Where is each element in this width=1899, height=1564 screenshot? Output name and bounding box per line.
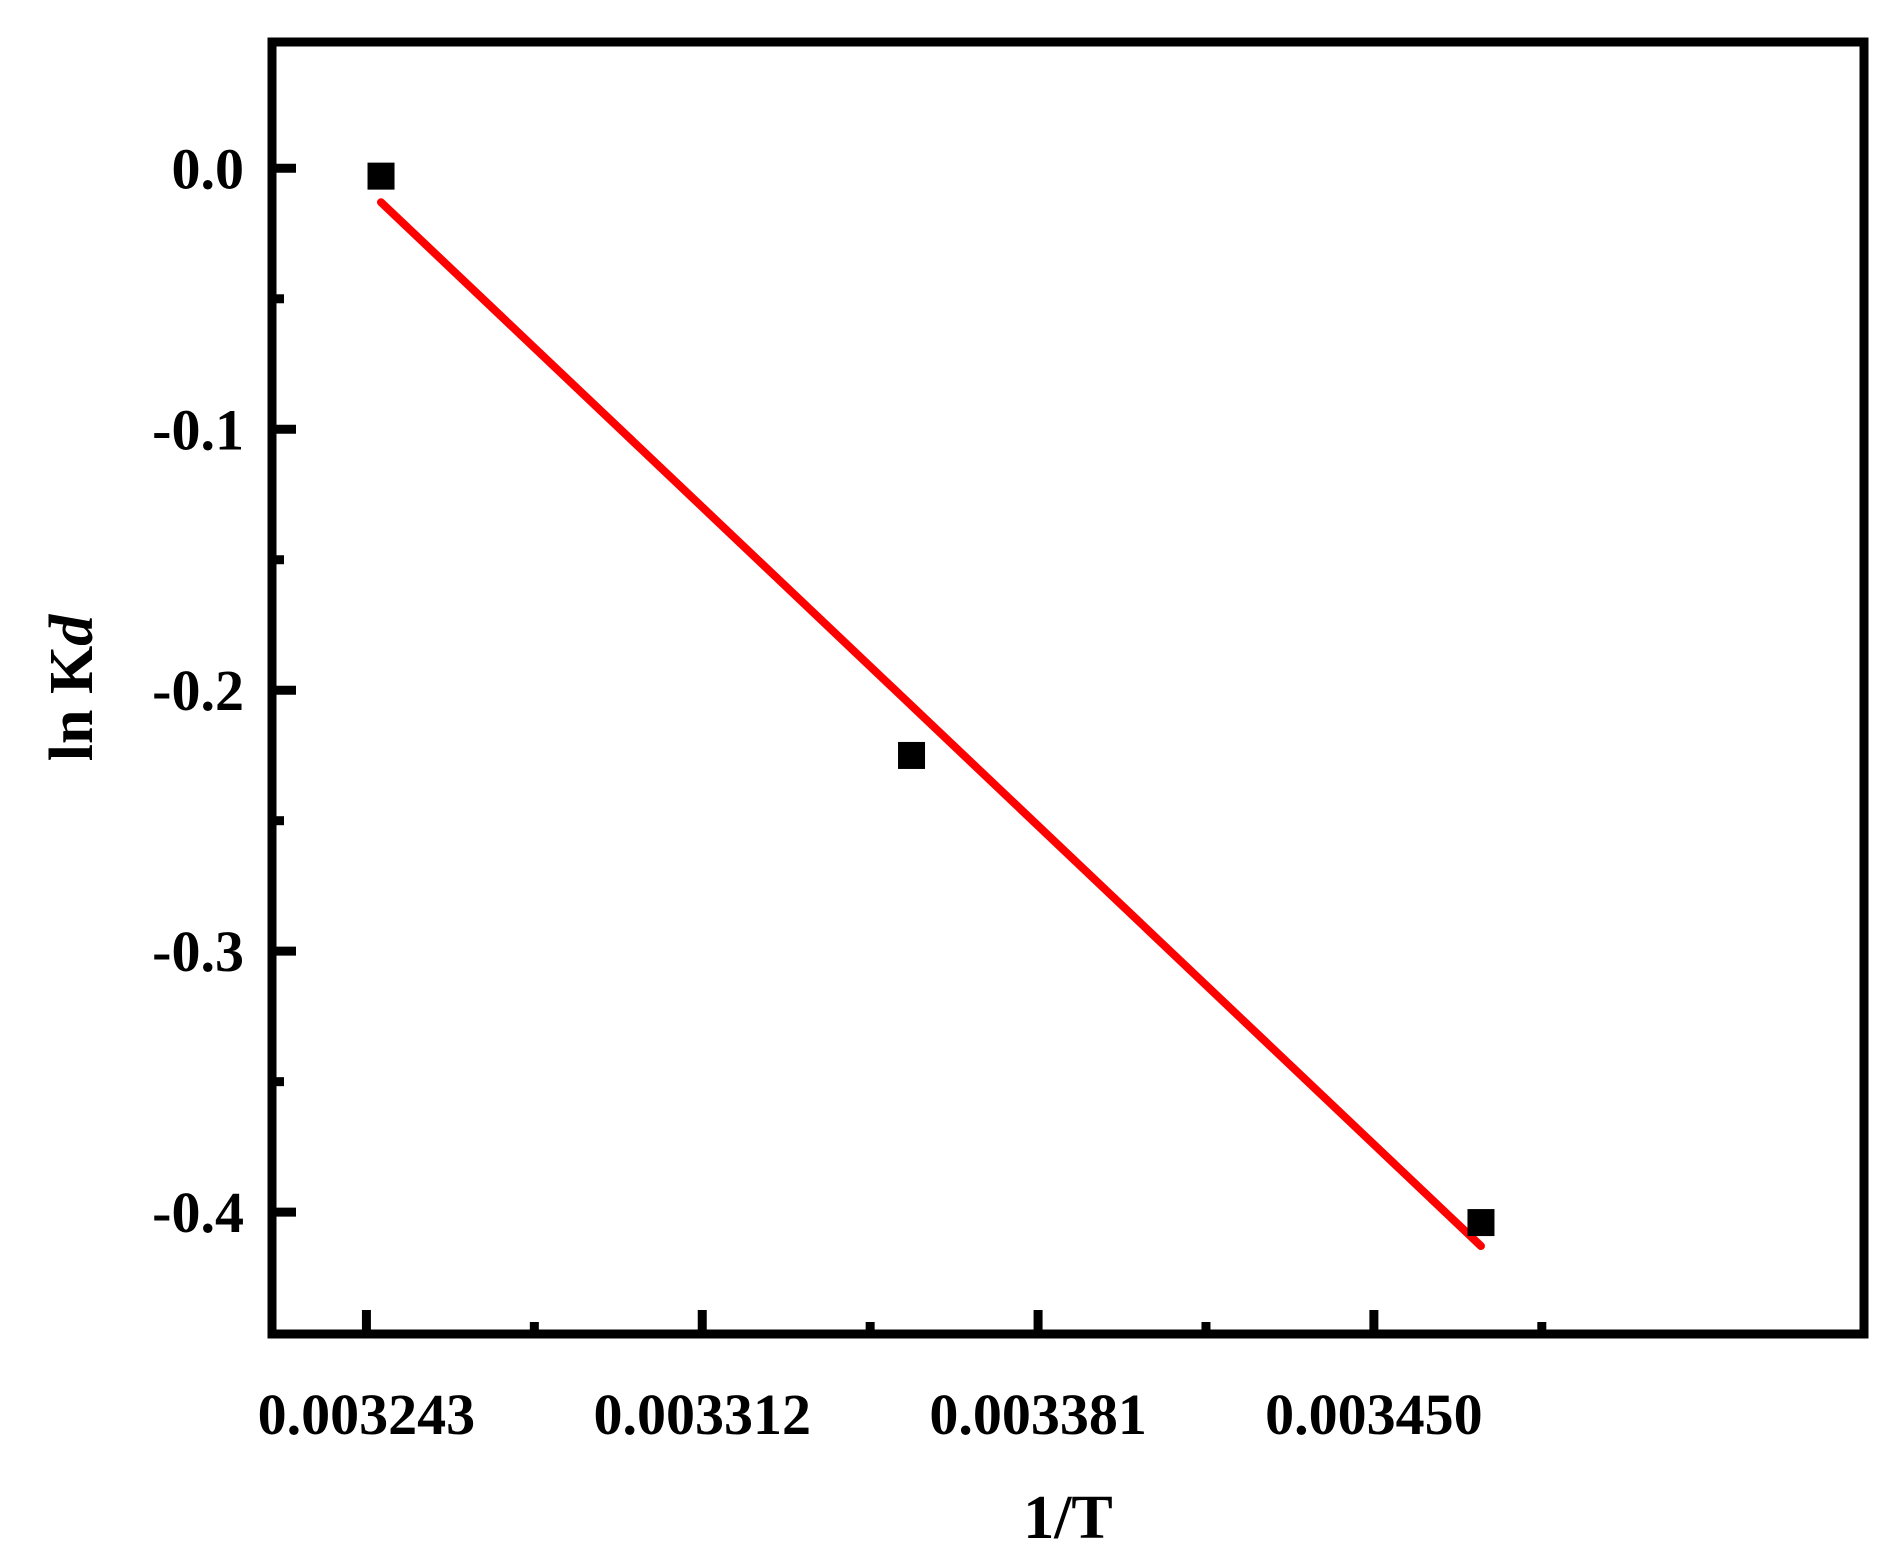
fit-line — [377, 198, 1485, 1251]
data-points-layer — [367, 162, 1495, 1237]
y-axis-title: ln Kd — [38, 614, 106, 761]
x-axis-title: 1/T — [1023, 1484, 1113, 1552]
y-tick-label: -0.2 — [152, 658, 244, 723]
y-axis-title-main: ln K — [38, 646, 106, 761]
data-point — [367, 162, 395, 190]
fit-line-layer — [377, 198, 1485, 1251]
x-tick-label: 0.003450 — [1265, 1382, 1483, 1447]
data-point — [1467, 1209, 1495, 1237]
x-tick-label: 0.003243 — [258, 1382, 476, 1447]
x-tick-label: 0.003381 — [929, 1382, 1147, 1447]
y-tick-label: -0.4 — [152, 1180, 244, 1245]
plot-frame — [267, 37, 1869, 1339]
y-tick-label: 0.0 — [172, 136, 245, 201]
x-tick-label: 0.003312 — [593, 1382, 811, 1447]
y-tick-label: -0.3 — [152, 919, 244, 984]
y-tick-label: -0.1 — [152, 397, 244, 462]
data-point — [898, 741, 926, 769]
tick-labels: 0.003243 0.003312 0.003381 0.003450 0.0 -0.1 -… — [152, 136, 1482, 1447]
y-axis-title-subscript: d — [38, 614, 106, 646]
